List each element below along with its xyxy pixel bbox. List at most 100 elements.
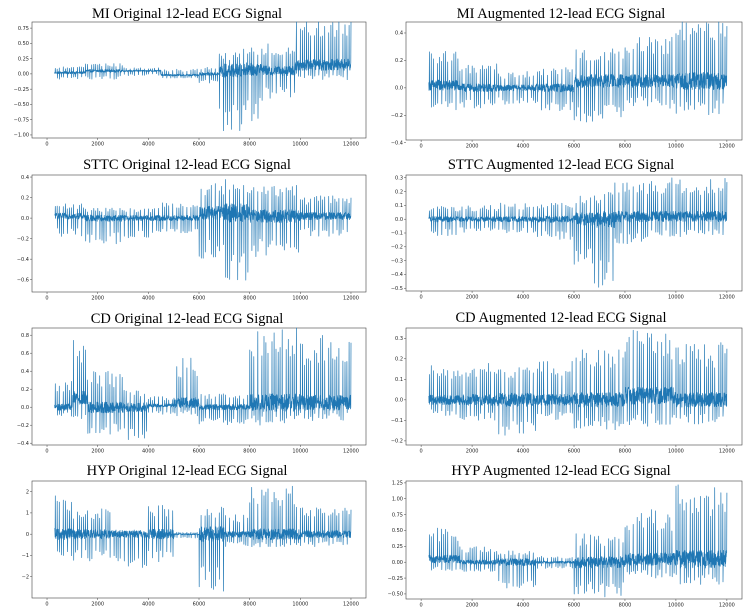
y-tick-label: −0.4	[391, 272, 403, 278]
plot-area: 0 2000 4000 6000 8000 10000 12000 0.3 0.2 0.1 0.0 −…	[391, 174, 743, 301]
x-tick-label: 10000	[668, 144, 684, 150]
ecg-signal-line	[54, 21, 352, 132]
x-tick-label: 8000	[619, 144, 632, 150]
chart-panel-sttc-augmented: STTC Augmented 12-lead ECG Signal 0 2000 4…	[374, 153, 748, 306]
x-tick-label: 10000	[292, 602, 308, 608]
plot-area: 0 2000 4000 6000 8000 10000 12000 2 1 0 −1 −2	[22, 480, 367, 608]
plot-area: 0 2000 4000 6000 8000 10000 12000 0.3 0.2 0.1 0.0 −…	[391, 327, 743, 455]
plot-area: 0 2000 4000 6000 8000 10000 12000 0.75 0.50 0.25 0…	[14, 21, 367, 148]
y-tick-label: 0.2	[395, 58, 403, 64]
y-tick-label: 0.1	[395, 377, 403, 383]
chart-title: MI Original 12-lead ECG Signal	[91, 6, 283, 22]
chart-panel-cd-original: CD Original 12-lead ECG Signal 0 2000 4000…	[0, 306, 374, 459]
plot-area: 0 2000 4000 6000 8000 10000 12000 0.8 0.6 0.4 0.2 0…	[17, 327, 367, 455]
y-tick-label: −0.25	[388, 576, 403, 582]
chart-title: HYP Original 12-lead ECG Signal	[86, 463, 288, 479]
x-tick-label: 8000	[619, 295, 632, 301]
y-tick-label: 0	[26, 532, 29, 538]
chart-title: MI Augmented 12-lead ECG Signal	[456, 6, 666, 22]
x-tick-label: 0	[45, 449, 48, 455]
y-tick-label: 0.4	[21, 369, 29, 375]
x-tick-label: 0	[420, 449, 423, 455]
x-tick-label: 8000	[243, 142, 256, 148]
chart-title: HYP Augmented 12-lead ECG Signal	[451, 463, 671, 479]
ecg-signal-line	[428, 177, 728, 288]
x-tick-label: 2000	[466, 603, 479, 609]
x-tick-label: 6000	[568, 144, 581, 150]
x-tick-label: 12000	[719, 603, 735, 609]
y-tick-label: 0.2	[21, 195, 29, 201]
x-tick-label: 4000	[142, 449, 155, 455]
y-tick-label: 2	[26, 489, 29, 495]
plot-area: 0 2000 4000 6000 8000 10000 12000 0.4 0.2 0.0 −0.2…	[17, 174, 367, 302]
plot-area: 0 2000 4000 6000 8000 10000 12000 0.4 0.2 0.0 −0.2…	[391, 21, 743, 150]
x-tick-label: 12000	[343, 602, 359, 608]
y-tick-label: 0.25	[18, 56, 29, 62]
y-tick-label: 1.00	[392, 496, 403, 502]
y-tick-label: 0.75	[18, 26, 29, 32]
x-tick-label: 12000	[343, 142, 359, 148]
y-tick-label: −0.2	[391, 439, 403, 445]
y-tick-label: −1.00	[14, 133, 29, 139]
ecg-signal-line	[428, 329, 728, 436]
x-tick-label: 12000	[343, 449, 359, 455]
x-tick-label: 6000	[568, 449, 581, 455]
y-tick-label: 0.0	[395, 217, 403, 223]
y-tick-label: 0.4	[395, 31, 403, 37]
y-tick-label: −0.4	[17, 441, 29, 447]
x-tick-label: 8000	[243, 296, 256, 302]
y-tick-label: −0.2	[391, 245, 403, 251]
y-tick-label: 0.50	[18, 41, 29, 47]
x-tick-label: 4000	[142, 142, 155, 148]
y-tick-label: 0.3	[395, 336, 403, 342]
x-tick-label: 2000	[91, 449, 104, 455]
y-tick-label: 0.6	[21, 351, 29, 357]
ecg-signal-line	[54, 327, 352, 440]
y-tick-label: 0.3	[395, 175, 403, 181]
x-tick-label: 6000	[193, 449, 206, 455]
y-tick-label: −0.6	[17, 277, 29, 283]
x-tick-label: 0	[420, 295, 423, 301]
x-tick-label: 2000	[91, 142, 104, 148]
x-tick-label: 6000	[193, 602, 206, 608]
y-tick-label: −1	[22, 553, 29, 559]
ecg-signal-line	[428, 21, 728, 123]
ecg-signal-line	[428, 484, 728, 598]
plot-area: 0 2000 4000 6000 8000 10000 12000 1.25 1.00 0.75 0…	[388, 481, 743, 609]
x-tick-label: 0	[45, 602, 48, 608]
chart-panel-mi-original: MI Original 12-lead ECG Signal 0 2000 4000…	[0, 0, 374, 153]
y-tick-label: 0.8	[21, 333, 29, 339]
ecg-signal-line	[54, 485, 352, 592]
y-tick-label: −0.5	[391, 286, 403, 292]
x-tick-label: 2000	[91, 602, 104, 608]
chart-panel-mi-augmented: MI Augmented 12-lead ECG Signal 0 2000 400…	[374, 0, 748, 153]
x-tick-label: 6000	[568, 603, 581, 609]
chart-title: STTC Augmented 12-lead ECG Signal	[447, 157, 675, 173]
x-tick-label: 8000	[243, 602, 256, 608]
y-tick-label: −0.2	[391, 113, 403, 119]
y-tick-label: 0.00	[392, 560, 403, 566]
axes-frame	[31, 327, 367, 446]
y-tick-label: −0.4	[391, 140, 403, 146]
x-tick-label: 10000	[668, 295, 684, 301]
x-tick-label: 4000	[517, 603, 530, 609]
y-tick-label: −0.50	[388, 592, 403, 598]
x-tick-label: 10000	[668, 449, 684, 455]
x-tick-label: 12000	[719, 144, 735, 150]
x-tick-label: 10000	[668, 603, 684, 609]
y-tick-label: 0.25	[392, 544, 403, 550]
y-tick-label: −0.4	[17, 257, 29, 263]
x-tick-label: 8000	[619, 449, 632, 455]
x-tick-label: 4000	[517, 144, 530, 150]
y-tick-label: 0.50	[392, 528, 403, 534]
chart-panel-hyp-augmented: HYP Augmented 12-lead ECG Signal 0 2000 40…	[374, 459, 748, 614]
x-tick-label: 6000	[193, 142, 206, 148]
y-tick-label: −2	[22, 574, 29, 580]
x-tick-label: 0	[45, 142, 48, 148]
y-tick-label: 0.2	[395, 189, 403, 195]
x-tick-label: 8000	[243, 449, 256, 455]
y-tick-label: 1	[26, 511, 29, 517]
y-tick-label: −0.50	[14, 102, 29, 108]
x-tick-label: 2000	[91, 296, 104, 302]
x-tick-label: 12000	[719, 449, 735, 455]
